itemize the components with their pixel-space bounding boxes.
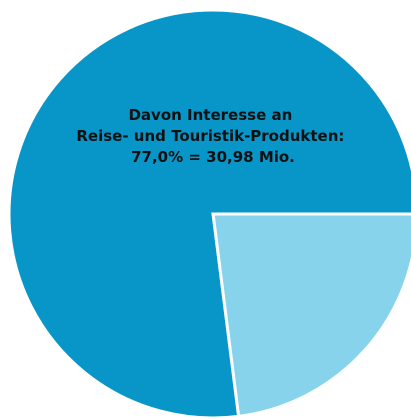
slice-label-line-1: Davon Interesse an	[128, 106, 292, 124]
slice-label-line-3: 77,0% = 30,98 Mio.	[131, 148, 295, 166]
pie-slice-major	[7, 8, 411, 419]
pie-slice-minor	[211, 212, 411, 419]
slice-label-major: Davon Interesse an Reise- und Touristik-…	[76, 106, 349, 166]
pie-slices	[7, 8, 411, 419]
pie-labels: Davon Interesse an Reise- und Touristik-…	[76, 106, 349, 166]
slice-label-line-2: Reise- und Touristik-Produkten:	[76, 127, 344, 145]
